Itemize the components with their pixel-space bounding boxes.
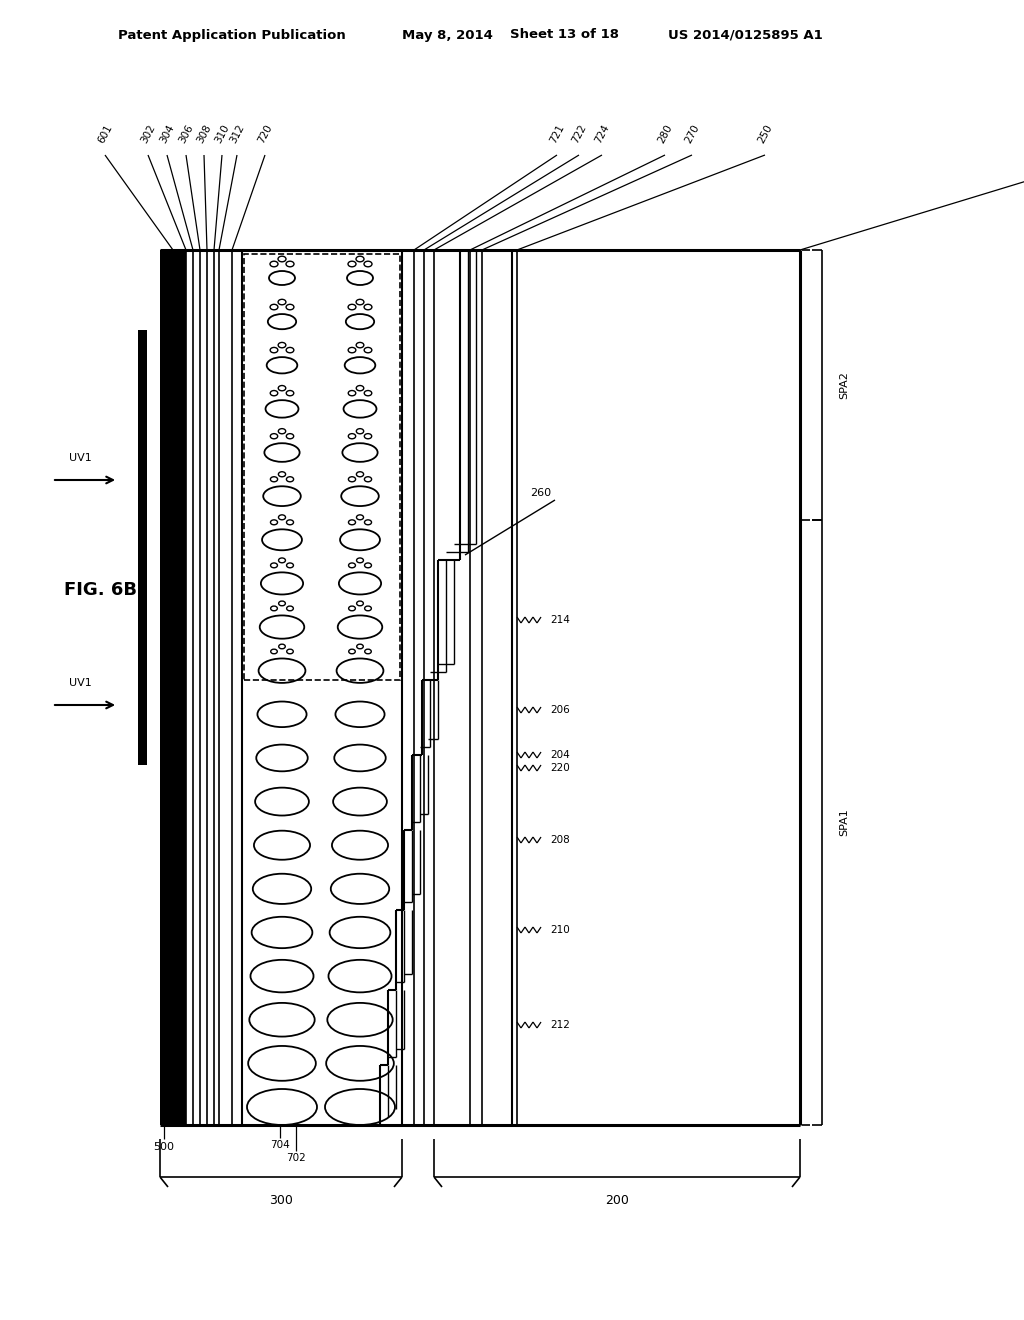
Text: 200: 200 [605,1195,629,1208]
Text: 280: 280 [656,123,674,145]
Text: SPA1: SPA1 [839,809,849,837]
Text: 204: 204 [550,750,569,760]
Text: 306: 306 [177,123,195,145]
Text: 208: 208 [550,836,569,845]
Text: UV1: UV1 [69,678,91,688]
Text: 308: 308 [195,123,213,145]
Text: 722: 722 [570,123,588,145]
Text: FIG. 6B: FIG. 6B [63,581,136,599]
Text: 601: 601 [96,123,114,145]
Text: 212: 212 [550,1020,570,1030]
Text: 302: 302 [139,123,157,145]
Text: US 2014/0125895 A1: US 2014/0125895 A1 [668,29,822,41]
Text: 702: 702 [286,1152,306,1163]
Bar [244,253,400,680]
Text: 720: 720 [256,123,274,145]
Text: 220: 220 [550,763,569,774]
Text: Sheet 13 of 18: Sheet 13 of 18 [510,29,618,41]
Text: 260: 260 [530,488,551,498]
Text: 304: 304 [158,123,176,145]
Text: 721: 721 [548,123,566,145]
Text: May 8, 2014: May 8, 2014 [402,29,493,41]
Text: 704: 704 [270,1140,290,1150]
Text: 250: 250 [756,123,774,145]
Text: 724: 724 [593,123,611,145]
Text: 312: 312 [228,123,246,145]
Text: UV1: UV1 [69,453,91,463]
Text: 310: 310 [213,123,231,145]
Text: SPA2: SPA2 [839,371,849,399]
Text: 210: 210 [550,925,569,935]
Text: 206: 206 [550,705,569,715]
Text: 500: 500 [154,1142,174,1152]
Text: 300: 300 [269,1195,293,1208]
Text: 270: 270 [683,123,701,145]
Bar [138,330,147,766]
Text: Patent Application Publication: Patent Application Publication [118,29,346,41]
Bar [160,249,186,1125]
Text: 214: 214 [550,615,570,624]
